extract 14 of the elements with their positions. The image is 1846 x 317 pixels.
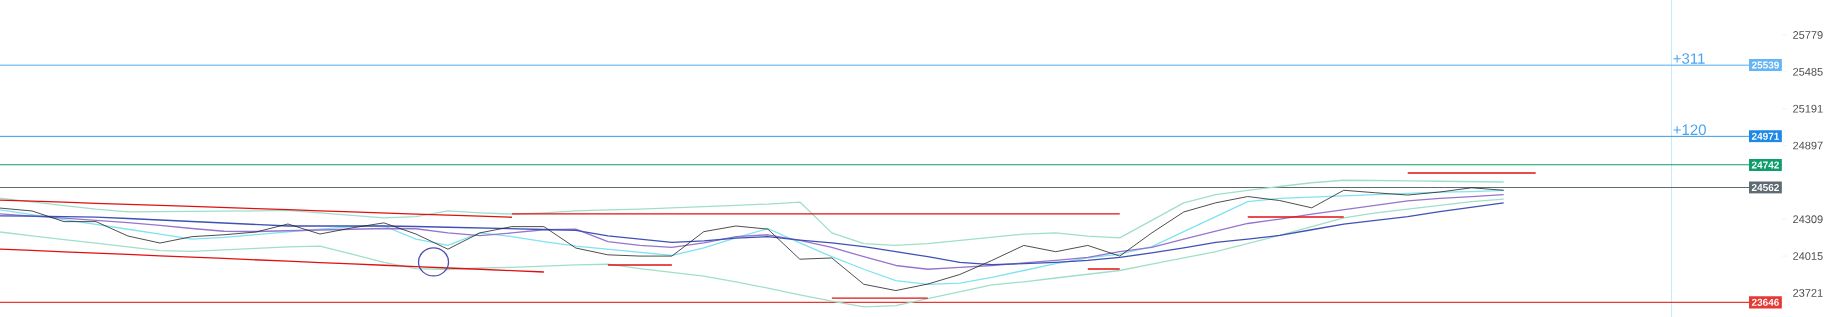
ref-line-label: 24742 [1751, 161, 1779, 169]
annotation: +311 [1673, 53, 1705, 64]
y-tick-label: 24309 [1793, 215, 1823, 224]
ref-line-label: 25539 [1751, 61, 1779, 69]
y-tick-label: 24897 [1793, 141, 1823, 150]
y-tick-label: 23721 [1793, 289, 1823, 297]
ref-line-label: 24562 [1751, 183, 1779, 192]
ref-line-label: 23646 [1751, 298, 1779, 306]
y-tick-label: 25779 [1793, 31, 1823, 39]
y-tick-label: 25485 [1793, 67, 1823, 76]
y-tick-label: 25191 [1793, 104, 1823, 113]
y-tick-label: 24015 [1793, 252, 1823, 260]
annotation: +120 [1673, 124, 1706, 136]
ref-line-label: 24971 [1751, 132, 1780, 140]
